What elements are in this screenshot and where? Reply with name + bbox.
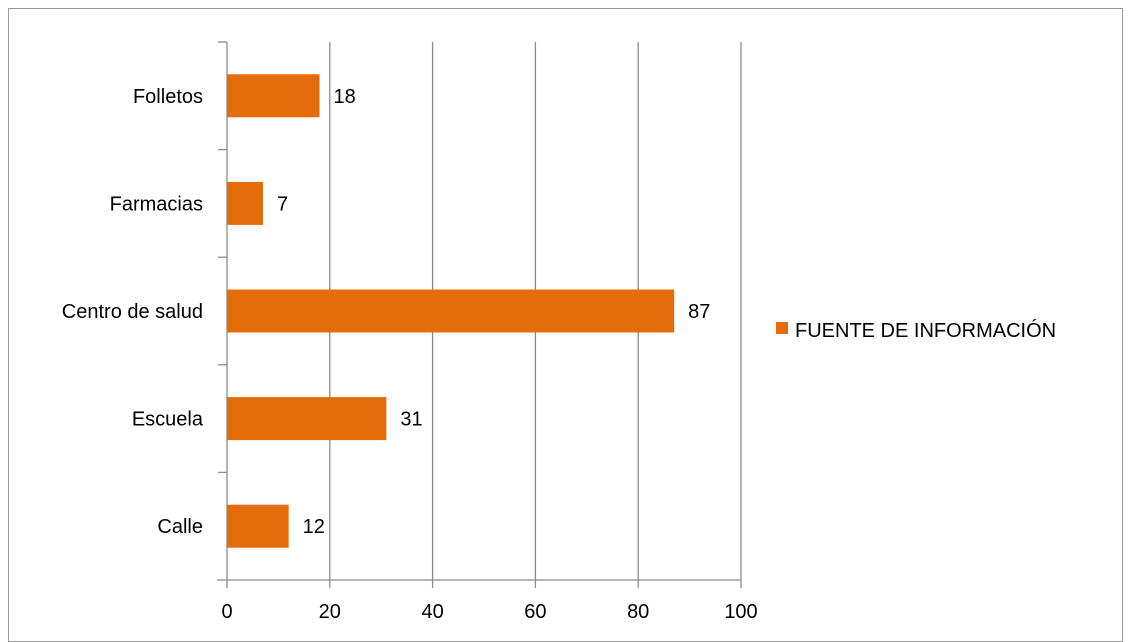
bars (227, 74, 675, 548)
data-labels: 12 31 87 7 18 (277, 86, 710, 538)
bar-escuela (227, 397, 387, 441)
bar-folletos (227, 74, 320, 118)
x-tick-label: 60 (524, 601, 546, 623)
x-tick-label: 0 (221, 601, 232, 623)
bar-calle (227, 504, 289, 548)
x-tick-label: 20 (319, 601, 341, 623)
category-labels: Calle Escuela Centro de salud Farmacias Foll… (62, 86, 204, 538)
x-tick-label: 80 (627, 601, 649, 623)
category-label: Folletos (133, 86, 203, 108)
category-label: Farmacias (110, 193, 203, 215)
data-label: 12 (303, 516, 325, 538)
legend-label: FUENTE DE INFORMACIÓN (795, 319, 1056, 342)
bar-farmacias (227, 181, 263, 225)
x-tick-labels: 0 20 40 60 80 100 (221, 601, 757, 623)
category-label: Calle (157, 516, 203, 538)
x-tick-label: 100 (724, 601, 757, 623)
bar-centro-de-salud (227, 289, 675, 333)
category-label: Centro de salud (62, 301, 203, 323)
category-label: Escuela (132, 409, 204, 431)
data-label: 87 (688, 301, 710, 323)
data-label: 31 (400, 409, 422, 431)
data-label: 18 (334, 86, 356, 108)
legend: FUENTE DE INFORMACIÓN (776, 319, 1056, 342)
x-tick-label: 40 (421, 601, 443, 623)
data-label: 7 (277, 193, 288, 215)
legend-swatch (776, 322, 788, 334)
